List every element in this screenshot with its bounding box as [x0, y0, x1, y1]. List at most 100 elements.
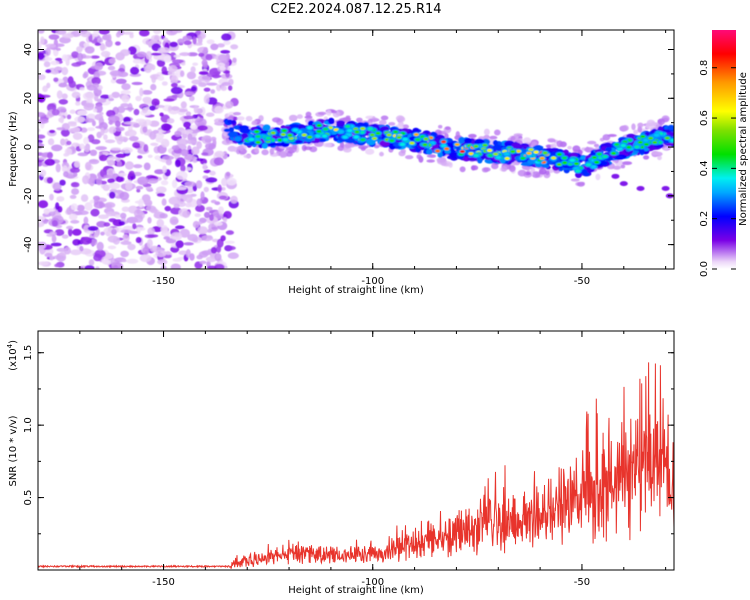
noise-blob [56, 196, 65, 202]
noise-blob [38, 143, 45, 148]
ridge-blob [379, 126, 389, 131]
noise-blob [173, 203, 180, 209]
noise-blob [210, 136, 217, 142]
noise-blob [77, 210, 89, 215]
noise-blob [184, 91, 195, 96]
noise-blob [151, 75, 157, 84]
noise-blob [115, 78, 127, 85]
ridge-peak [255, 140, 261, 144]
noise-blob [175, 159, 181, 168]
ridge-halo [238, 145, 245, 151]
noise-blob [82, 92, 95, 101]
noise-blob [221, 177, 228, 187]
noise-blob [48, 34, 60, 40]
ridge-blob [492, 144, 502, 151]
noise-blob [217, 184, 222, 193]
noise-blob [158, 47, 170, 54]
noise-blob [94, 42, 102, 46]
noise-blob [161, 123, 172, 132]
ridge-peak [360, 127, 366, 131]
noise-blob [138, 198, 144, 208]
noise-blob [198, 82, 207, 87]
ridge-halo [631, 123, 636, 131]
ridge-peak [345, 124, 351, 128]
ridge-peak [539, 156, 545, 160]
noise-blob [118, 221, 126, 226]
noise-blob [185, 139, 197, 144]
noise-blob [218, 206, 224, 214]
noise-blob [225, 101, 234, 109]
ridge-halo [322, 142, 332, 148]
noise-blob [58, 82, 68, 88]
noise-blob [117, 106, 126, 114]
ridge-blob [532, 145, 544, 150]
noise-blob [75, 101, 81, 106]
noise-blob [160, 180, 169, 186]
ridge-peak [441, 144, 447, 148]
ridge-blob [230, 120, 237, 125]
noise-blob [196, 198, 202, 207]
ridge-halo [651, 151, 661, 156]
noise-blob [98, 30, 110, 35]
noise-blob [192, 36, 197, 45]
noise-blob [55, 163, 61, 173]
noise-blob [118, 172, 127, 177]
noise-blob [187, 133, 193, 141]
noise-blob [176, 170, 188, 180]
noise-blob [205, 256, 217, 263]
noise-blob [201, 59, 208, 67]
noise-blob [213, 157, 224, 166]
noise-blob [68, 213, 78, 221]
colorbar-tick-label: 0.6 [699, 110, 710, 126]
ridge-peak [634, 145, 640, 149]
y-tick-label: -40 [23, 236, 34, 252]
ridge-halo [345, 115, 351, 119]
noise-blob [206, 229, 213, 233]
ridge-peak [413, 133, 419, 136]
noise-blob [196, 254, 203, 260]
noise-blob [88, 259, 95, 266]
noise-blob [152, 246, 162, 252]
noise-blob [90, 55, 100, 59]
noise-blob [99, 42, 105, 52]
ridge-peak [254, 130, 260, 134]
noise-blob [51, 109, 60, 116]
noise-blob [124, 107, 135, 111]
noise-blob [171, 145, 180, 151]
noise-blob [182, 133, 188, 139]
noise-blob [59, 116, 64, 124]
noise-blob [80, 30, 91, 38]
noise-blob [83, 216, 89, 225]
noise-blob [44, 252, 53, 258]
ridge-peak [573, 162, 580, 166]
ridge-peak [255, 135, 261, 138]
noise-blob [206, 82, 218, 86]
ridge-halo [483, 167, 491, 172]
noise-blob [184, 154, 196, 161]
noise-blob [185, 111, 192, 117]
noise-blob [213, 221, 223, 226]
noise-blob [115, 153, 127, 158]
noise-blob [187, 52, 198, 57]
ridge-peak [435, 149, 441, 153]
noise-blob [167, 118, 175, 124]
ridge-peak [504, 157, 510, 160]
snr-frame [37, 330, 675, 571]
noise-blob [77, 52, 84, 62]
ridge-peak [322, 134, 328, 138]
noise-blob [83, 137, 89, 145]
noise-blob [170, 232, 183, 241]
noise-blob [79, 87, 85, 91]
ridge-blob [511, 142, 521, 149]
ridge-halo [405, 155, 414, 160]
ridge-peak [626, 145, 632, 149]
ridge-blob [556, 149, 563, 153]
noise-blob [65, 174, 76, 179]
noise-blob [94, 113, 104, 121]
noise-blob [76, 46, 83, 53]
noise-blob [89, 149, 98, 156]
noise-blob [75, 61, 87, 65]
noise-blob [183, 40, 192, 46]
noise-blob [115, 41, 121, 46]
